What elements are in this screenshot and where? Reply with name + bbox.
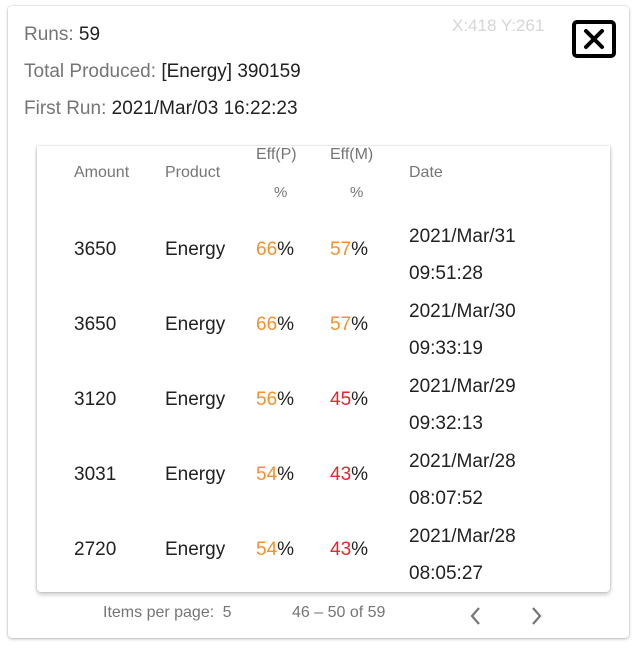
next-page-button[interactable] [524, 604, 548, 628]
runs-label: Runs: [24, 24, 74, 45]
date-cell: 2021/Mar/30 09:33:19 [409, 301, 516, 359]
close-button[interactable] [572, 20, 616, 58]
runs-value: 59 [78, 24, 101, 45]
product-cell: Energy [165, 314, 226, 335]
amount-cell: 2720 [74, 539, 117, 560]
first-run-label: First Run: [24, 98, 107, 119]
header-date[interactable]: Date [409, 164, 443, 181]
header-product[interactable]: Product [165, 164, 221, 181]
total-produced-value: [Energy] 390159 [161, 61, 301, 82]
date-cell: 2021/Mar/28 08:05:27 [409, 526, 516, 584]
amount-cell: 3650 [74, 239, 117, 260]
eff-m-cell: 45% [330, 389, 369, 410]
chevron-right-icon [532, 607, 542, 625]
items-per-page-label: Items per page: [103, 604, 215, 621]
runs-line: Runs: 59 [24, 24, 100, 46]
run-details-card: Runs: 59 Total Produced: [Energy] 390159… [8, 6, 629, 638]
eff-m-cell: 43% [330, 464, 369, 485]
header-eff-m-unit: % [350, 184, 364, 201]
eff-m-cell: 57% [330, 314, 369, 335]
total-produced-label: Total Produced: [24, 61, 157, 82]
eff-p-cell: 56% [256, 389, 295, 410]
amount-cell: 3120 [74, 389, 117, 410]
eff-p-cell: 54% [256, 539, 295, 560]
coordinate-readout: X:418 Y:261 [452, 16, 545, 35]
page-range-label: 46 – 50 of 59 [292, 604, 386, 621]
header-eff-p-unit: % [274, 184, 288, 201]
product-cell: Energy [165, 239, 226, 260]
product-cell: Energy [165, 539, 226, 560]
total-produced-line: Total Produced: [Energy] 390159 [24, 61, 301, 83]
items-per-page: Items per page: 5 [103, 604, 232, 622]
amount-cell: 3650 [74, 314, 117, 335]
previous-page-button[interactable] [464, 604, 488, 628]
close-x-icon [584, 29, 604, 49]
first-run-value: 2021/Mar/03 16:22:23 [111, 98, 298, 119]
eff-m-cell: 43% [330, 539, 369, 560]
eff-m-cell: 57% [330, 239, 369, 260]
product-cell: Energy [165, 464, 226, 485]
eff-p-cell: 54% [256, 464, 295, 485]
runs-table: Amount Product Eff(P) % Eff(M) % Date 36… [37, 146, 610, 592]
date-cell: 2021/Mar/29 09:32:13 [409, 376, 516, 434]
date-cell: 2021/Mar/31 09:51:28 [409, 226, 516, 284]
date-cell: 2021/Mar/28 08:07:52 [409, 451, 516, 509]
chevron-left-icon [470, 607, 480, 625]
product-cell: Energy [165, 389, 226, 410]
header-eff-m[interactable]: Eff(M) [330, 146, 374, 163]
items-per-page-select[interactable]: 5 [222, 604, 232, 621]
header-eff-p[interactable]: Eff(P) [256, 146, 297, 163]
amount-cell: 3031 [74, 464, 117, 485]
eff-p-cell: 66% [256, 239, 295, 260]
eff-p-cell: 66% [256, 314, 295, 335]
header-amount[interactable]: Amount [74, 164, 130, 181]
first-run-line: First Run: 2021/Mar/03 16:22:23 [24, 98, 298, 120]
